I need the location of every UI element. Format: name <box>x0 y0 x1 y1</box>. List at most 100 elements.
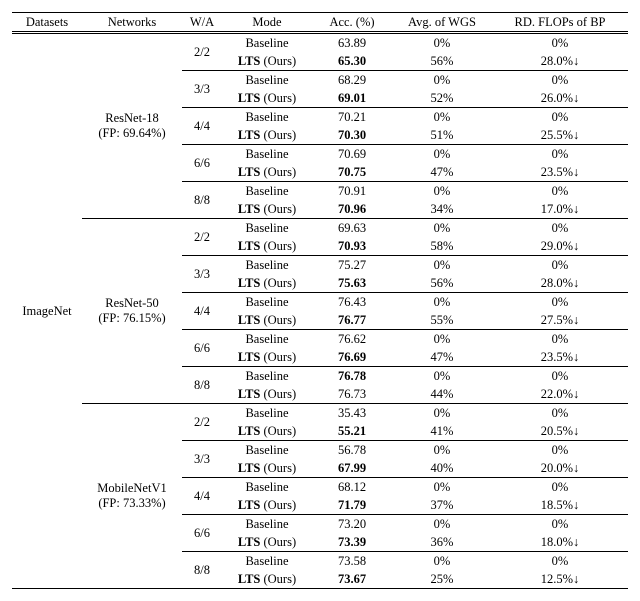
mode-cell: LTS (Ours) <box>222 496 312 515</box>
acc-cell: 35.43 <box>312 404 392 423</box>
mode-cell: LTS (Ours) <box>222 163 312 182</box>
acc-cell: 76.78 <box>312 367 392 386</box>
acc-cell: 70.91 <box>312 182 392 201</box>
acc-cell: 55.21 <box>312 422 392 441</box>
rd-cell: 29.0%↓ <box>492 237 628 256</box>
rd-cell: 28.0%↓ <box>492 52 628 71</box>
table-row: ResNet-50(FP: 76.15%)2/2Baseline69.630%0… <box>12 219 628 238</box>
mode-cell: Baseline <box>222 33 312 53</box>
rd-cell: 26.0%↓ <box>492 89 628 108</box>
mode-cell: LTS (Ours) <box>222 459 312 478</box>
wgs-cell: 56% <box>392 274 492 293</box>
wgs-cell: 0% <box>392 552 492 571</box>
wgs-cell: 0% <box>392 145 492 164</box>
acc-cell: 76.77 <box>312 311 392 330</box>
mode-cell: Baseline <box>222 478 312 497</box>
acc-cell: 70.69 <box>312 145 392 164</box>
rd-cell: 20.0%↓ <box>492 459 628 478</box>
rd-cell: 23.5%↓ <box>492 163 628 182</box>
wgs-cell: 58% <box>392 237 492 256</box>
wa-cell: 2/2 <box>182 404 222 441</box>
rd-cell: 0% <box>492 182 628 201</box>
mode-cell: Baseline <box>222 71 312 90</box>
rd-cell: 18.0%↓ <box>492 533 628 552</box>
network-cell: ResNet-50(FP: 76.15%) <box>82 219 182 404</box>
acc-cell: 73.39 <box>312 533 392 552</box>
wgs-cell: 47% <box>392 348 492 367</box>
mode-cell: LTS (Ours) <box>222 89 312 108</box>
acc-cell: 70.75 <box>312 163 392 182</box>
acc-cell: 70.93 <box>312 237 392 256</box>
wgs-cell: 0% <box>392 71 492 90</box>
wgs-cell: 25% <box>392 570 492 589</box>
acc-cell: 68.29 <box>312 71 392 90</box>
rd-cell: 0% <box>492 515 628 534</box>
wgs-cell: 0% <box>392 515 492 534</box>
wgs-cell: 37% <box>392 496 492 515</box>
acc-cell: 76.62 <box>312 330 392 349</box>
acc-cell: 69.01 <box>312 89 392 108</box>
acc-cell: 69.63 <box>312 219 392 238</box>
col-mode: Mode <box>222 13 312 33</box>
rd-cell: 23.5%↓ <box>492 348 628 367</box>
wa-cell: 6/6 <box>182 330 222 367</box>
acc-cell: 76.43 <box>312 293 392 312</box>
wgs-cell: 40% <box>392 459 492 478</box>
wgs-cell: 51% <box>392 126 492 145</box>
wa-cell: 3/3 <box>182 71 222 108</box>
mode-cell: Baseline <box>222 293 312 312</box>
mode-cell: Baseline <box>222 182 312 201</box>
wgs-cell: 36% <box>392 533 492 552</box>
network-cell: ResNet-18(FP: 69.64%) <box>82 33 182 219</box>
wgs-cell: 0% <box>392 478 492 497</box>
col-rd: RD. FLOPs of BP <box>492 13 628 33</box>
wa-cell: 4/4 <box>182 108 222 145</box>
wgs-cell: 41% <box>392 422 492 441</box>
wgs-cell: 52% <box>392 89 492 108</box>
rd-cell: 0% <box>492 478 628 497</box>
col-networks: Networks <box>82 13 182 33</box>
mode-cell: Baseline <box>222 145 312 164</box>
wa-cell: 3/3 <box>182 441 222 478</box>
mode-cell: LTS (Ours) <box>222 237 312 256</box>
mode-cell: Baseline <box>222 552 312 571</box>
mode-cell: LTS (Ours) <box>222 385 312 404</box>
results-table: Datasets Networks W/A Mode Acc. (%) Avg.… <box>12 12 628 589</box>
wa-cell: 3/3 <box>182 256 222 293</box>
acc-cell: 68.12 <box>312 478 392 497</box>
wgs-cell: 44% <box>392 385 492 404</box>
network-cell: MobileNetV1(FP: 73.33%) <box>82 404 182 589</box>
acc-cell: 75.63 <box>312 274 392 293</box>
wa-cell: 6/6 <box>182 515 222 552</box>
mode-cell: Baseline <box>222 515 312 534</box>
col-acc: Acc. (%) <box>312 13 392 33</box>
rd-cell: 0% <box>492 256 628 275</box>
acc-cell: 73.58 <box>312 552 392 571</box>
mode-cell: Baseline <box>222 330 312 349</box>
rd-cell: 0% <box>492 441 628 460</box>
wgs-cell: 0% <box>392 219 492 238</box>
wgs-cell: 0% <box>392 108 492 127</box>
acc-cell: 65.30 <box>312 52 392 71</box>
wa-cell: 8/8 <box>182 552 222 589</box>
rd-cell: 0% <box>492 293 628 312</box>
rd-cell: 0% <box>492 404 628 423</box>
mode-cell: LTS (Ours) <box>222 570 312 589</box>
mode-cell: LTS (Ours) <box>222 422 312 441</box>
wa-cell: 8/8 <box>182 182 222 219</box>
acc-cell: 73.20 <box>312 515 392 534</box>
dataset-cell: ImageNet <box>12 33 82 589</box>
mode-cell: LTS (Ours) <box>222 126 312 145</box>
mode-cell: LTS (Ours) <box>222 274 312 293</box>
mode-cell: LTS (Ours) <box>222 533 312 552</box>
rd-cell: 0% <box>492 330 628 349</box>
col-wa: W/A <box>182 13 222 33</box>
wgs-cell: 0% <box>392 367 492 386</box>
rd-cell: 12.5%↓ <box>492 570 628 589</box>
table-row: ImageNetResNet-18(FP: 69.64%)2/2Baseline… <box>12 33 628 53</box>
rd-cell: 0% <box>492 108 628 127</box>
rd-cell: 0% <box>492 71 628 90</box>
acc-cell: 76.73 <box>312 385 392 404</box>
wgs-cell: 56% <box>392 52 492 71</box>
wa-cell: 6/6 <box>182 145 222 182</box>
